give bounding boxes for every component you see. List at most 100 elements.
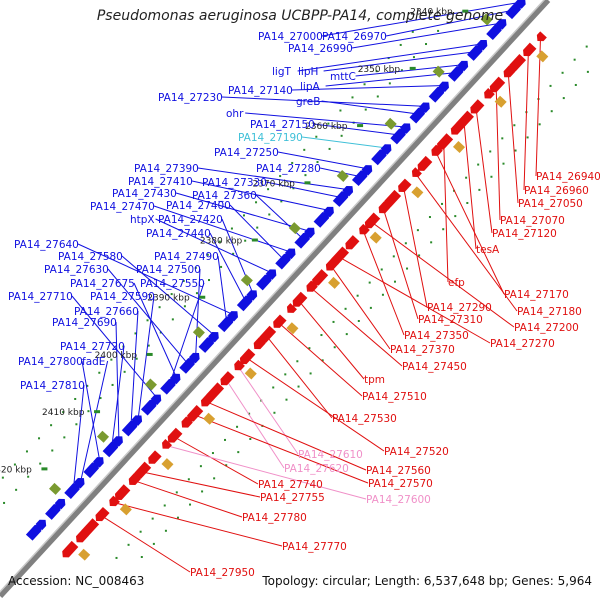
- minus-strand-gene: [411, 167, 422, 178]
- minus-gene-label: PA14_27180: [517, 306, 582, 318]
- plus-leader-line: [195, 268, 201, 357]
- plus-strand-gene: [179, 358, 195, 374]
- plus-strand-gene: [160, 378, 176, 395]
- plus-strand-gene: [150, 394, 162, 406]
- plus-gene-label: PA14_27280: [256, 163, 321, 175]
- plus-strand-gene: [505, 3, 521, 20]
- plus-gene-label: PA14_27190: [238, 132, 303, 144]
- plus-leader-line: [81, 360, 101, 462]
- guide-dot: [309, 372, 312, 375]
- minus-gene-label: PA14_27070: [500, 215, 565, 227]
- minus-strand-gene: [292, 291, 308, 307]
- guide-dot: [418, 254, 421, 257]
- guide-dot: [152, 542, 155, 545]
- minus-gene-label: PA14_27050: [518, 198, 583, 210]
- guide-dot: [15, 488, 18, 491]
- minus-gene-label: PA14_27780: [242, 512, 307, 524]
- gene-block: [49, 482, 62, 495]
- guide-dot: [285, 398, 288, 401]
- guide-dot: [75, 423, 78, 426]
- guide-dot: [248, 412, 251, 415]
- plus-leader-line: [321, 1, 522, 37]
- kbp-tick: [199, 295, 206, 299]
- plus-strand-gene: [476, 39, 488, 51]
- guide-dot: [404, 242, 407, 245]
- minus-strand-gene: [523, 42, 537, 57]
- minus-leader-line: [443, 142, 449, 283]
- plus-strand-gene: [361, 165, 373, 176]
- gene-block: [452, 141, 466, 154]
- minus-leader-line: [338, 256, 491, 344]
- guide-dot: [208, 279, 211, 282]
- plus-strand-gene: [495, 19, 507, 30]
- minus-leader-line: [237, 366, 299, 455]
- guide-dot: [399, 43, 402, 46]
- plus-gene-label: htpX: [130, 214, 155, 226]
- minus-gene-label: efp: [448, 277, 465, 289]
- guide-dot: [163, 504, 166, 507]
- minus-leader-line: [382, 208, 419, 320]
- plus-leader-line: [265, 181, 342, 199]
- minus-leader-line: [133, 479, 243, 518]
- plus-gene-label: PA14_27800: [18, 356, 83, 368]
- guide-dot: [466, 201, 469, 204]
- guide-dot: [388, 82, 391, 85]
- gene-block: [240, 274, 253, 287]
- minus-strand-gene: [134, 461, 152, 479]
- guide-dot: [224, 438, 227, 441]
- minus-gene-label: PA14_26960: [524, 185, 589, 197]
- plus-strand-gene: [169, 373, 181, 385]
- plus-strand-gene: [198, 337, 214, 353]
- plus-strand-gene: [313, 212, 330, 228]
- plus-leader-line: [191, 180, 330, 212]
- guide-dot: [573, 58, 576, 61]
- guide-dot: [164, 529, 167, 532]
- plus-gene-label: PA14_27250: [214, 147, 279, 159]
- minus-strand-gene: [456, 110, 474, 129]
- guide-dot: [297, 385, 300, 388]
- guide-dot: [206, 253, 209, 256]
- plus-gene-label: PA14_27490: [154, 251, 219, 263]
- plus-gene-label: PA14_27675: [70, 278, 135, 290]
- guide-dot: [364, 108, 367, 111]
- guide-dot: [549, 84, 552, 87]
- gene-block: [480, 13, 493, 26]
- kbp-label: 2360 kbp: [305, 122, 348, 132]
- minus-gene-label: PA14_27170: [504, 289, 569, 301]
- minus-strand-gene: [417, 155, 433, 171]
- guide-dot: [115, 556, 118, 559]
- plus-strand-gene: [409, 107, 425, 124]
- plus-strand-gene: [380, 144, 392, 155]
- minus-strand-gene: [378, 201, 391, 214]
- plus-gene-label: ligT: [272, 66, 291, 78]
- guide-dot: [272, 386, 275, 389]
- minus-gene-label: PA14_27270: [490, 338, 555, 350]
- minus-gene-label: PA14_27560: [366, 465, 431, 477]
- plus-gene-label: PA14_27400: [166, 200, 231, 212]
- plus-leader-line: [297, 43, 484, 72]
- guide-dot: [99, 397, 102, 400]
- minus-strand-gene: [220, 371, 235, 386]
- kbp-tick: [357, 124, 364, 128]
- gene-block: [96, 430, 110, 443]
- minus-strand-gene: [398, 178, 412, 193]
- gene-block: [494, 95, 507, 108]
- gene-block: [411, 186, 424, 199]
- kbp-tick: [251, 238, 258, 242]
- plus-strand-gene: [332, 191, 349, 207]
- plus-strand-gene: [428, 86, 445, 103]
- guide-dot: [249, 438, 252, 441]
- plus-gene-label: PA14_27710: [8, 291, 73, 303]
- guide-dot: [406, 267, 409, 270]
- plus-strand-gene: [112, 436, 123, 447]
- plus-gene-label: PA14_27810: [20, 380, 85, 392]
- gene-block: [144, 378, 157, 391]
- guide-dot: [296, 360, 299, 363]
- guide-dot: [3, 501, 6, 504]
- kbp-label: 2340 kbp: [410, 8, 453, 18]
- guide-dot: [437, 29, 440, 32]
- minus-leader-line: [113, 501, 283, 547]
- guide-dot: [146, 319, 149, 322]
- plus-strand-gene: [35, 519, 47, 531]
- guide-dot: [1, 476, 4, 479]
